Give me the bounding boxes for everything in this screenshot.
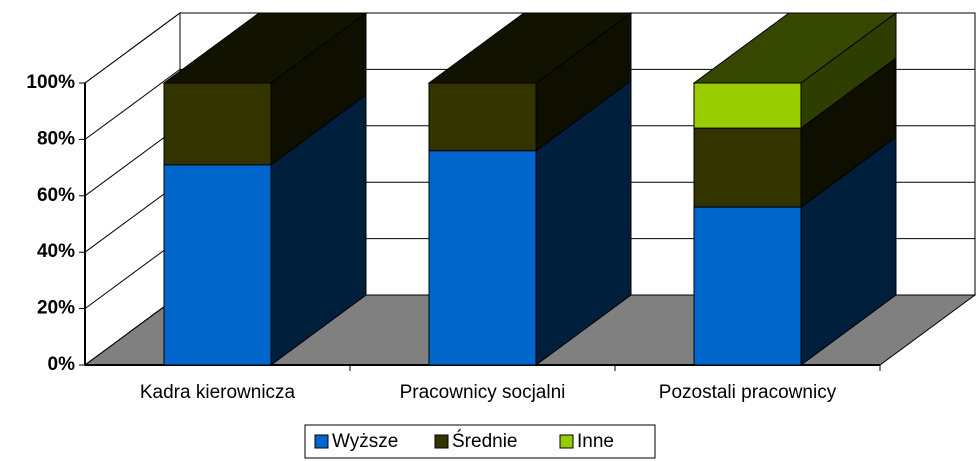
- x-tick-label: Kadra kierownicza: [140, 382, 296, 403]
- y-tick-label: 60%: [37, 185, 75, 206]
- bar-front: [163, 164, 272, 366]
- grid-line: [84, 12, 975, 84]
- legend-label: Średnie: [452, 430, 518, 452]
- legend-box: [304, 424, 656, 459]
- legend-label: Inne: [577, 431, 614, 452]
- y-tick-label: 100%: [26, 72, 75, 93]
- legend-swatch: [314, 434, 329, 449]
- y-tick-label: 0%: [48, 354, 76, 375]
- bar-front: [693, 82, 802, 129]
- bar-front: [428, 150, 537, 366]
- y-tick-label: 80%: [37, 128, 75, 149]
- bar-top: [427, 12, 633, 84]
- y-tick-label: 20%: [37, 298, 75, 319]
- bar-front: [693, 206, 802, 366]
- bar-front: [428, 82, 537, 152]
- y-tick-label: 40%: [37, 241, 75, 262]
- bar-top: [692, 12, 898, 84]
- bar-front: [163, 82, 272, 166]
- x-tick-label: Pozostali pracownicy: [659, 382, 837, 403]
- legend-label: Wyższe: [332, 431, 398, 452]
- grid-line: [84, 68, 975, 140]
- bar-top: [162, 12, 368, 84]
- legend-swatch: [434, 434, 449, 449]
- bar-front: [693, 127, 802, 208]
- x-tick-label: Pracownicy socjalni: [400, 382, 566, 403]
- legend-swatch: [559, 434, 574, 449]
